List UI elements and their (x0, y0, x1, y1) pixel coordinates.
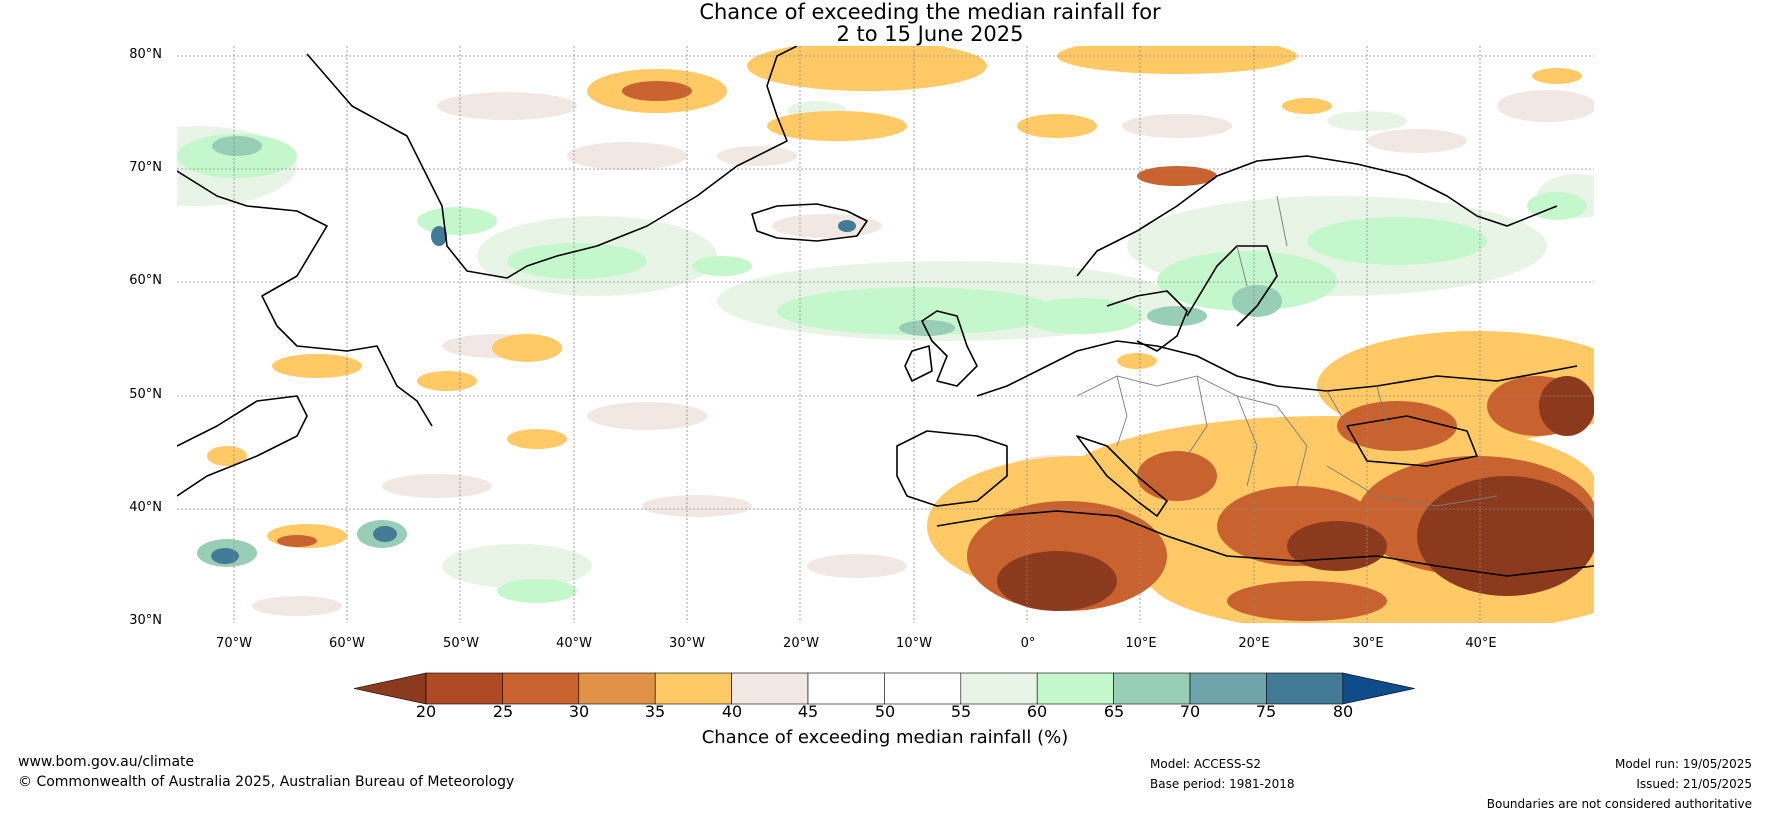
lat-label-50n: 50°N (129, 387, 162, 402)
country-borders (1076, 195, 1498, 507)
colorbar-segment (578, 672, 656, 705)
colorbar-tick-70: 70 (1179, 702, 1201, 721)
lon-label-30w: 30°W (669, 636, 705, 651)
footer-base-period: Base period: 1981-2018 (1150, 777, 1295, 791)
above-normal-strong-patches (197, 136, 1282, 567)
colorbar-segment (807, 672, 885, 705)
footer-url: www.bom.gov.au/climate (18, 754, 195, 770)
lat-label-80n: 80°N (129, 47, 162, 62)
lon-label-60w: 60°W (329, 636, 365, 651)
map-title-line2: 2 to 15 June 2025 (836, 22, 1024, 46)
colorbar-extend-low (353, 672, 427, 705)
above-normal-very-strong-spots (211, 220, 856, 564)
lon-label-20w: 20°W (783, 636, 819, 651)
colorbar-tick-25: 25 (492, 702, 514, 721)
colorbar-segment (731, 672, 809, 705)
graticule (177, 46, 1594, 623)
colorbar-extend-high (1342, 672, 1415, 705)
lon-label-40w: 40°W (556, 636, 592, 651)
colorbar-segment (1036, 672, 1114, 705)
colorbar-segment (654, 672, 732, 705)
colorbar-tick-75: 75 (1255, 702, 1277, 721)
footer-disclaimer: Boundaries are not considered authoritat… (1486, 797, 1752, 811)
colorbar-tick-30: 30 (568, 702, 590, 721)
above-normal-patches (177, 134, 1587, 603)
footer-model: Model: ACCESS-S2 (1150, 757, 1262, 771)
lon-label-70w: 70°W (216, 636, 252, 651)
colorbar-segment (1189, 672, 1267, 705)
lon-label-40e: 40°E (1465, 636, 1497, 651)
lon-label-10w: 10°W (896, 636, 932, 651)
lon-label-0: 0° (1020, 636, 1036, 651)
lat-label-70n: 70°N (129, 160, 162, 175)
colorbar (353, 672, 1415, 705)
lat-label-40n: 40°N (129, 500, 162, 515)
colorbar-tick-55: 55 (950, 702, 972, 721)
colorbar-label: Chance of exceeding median rainfall (%) (701, 727, 1069, 748)
lon-label-20e: 20°E (1238, 636, 1270, 651)
lat-label-60n: 60°N (129, 273, 162, 288)
lon-label-30e: 30°E (1352, 636, 1384, 651)
footer-model-run: Model run: 19/05/2025 (1614, 757, 1752, 771)
colorbar-tick-50: 50 (874, 702, 896, 721)
colorbar-tick-40: 40 (721, 702, 743, 721)
map-title-line1: Chance of exceeding the median rainfall … (699, 0, 1161, 24)
colorbar-segment (884, 672, 962, 705)
colorbar-tick-45: 45 (797, 702, 819, 721)
rainfall-map-svg (177, 46, 1594, 623)
rainfall-map (177, 46, 1594, 623)
coastlines (177, 46, 1594, 577)
colorbar-segment (1266, 672, 1344, 705)
colorbar-tick-65: 65 (1103, 702, 1125, 721)
colorbar-tick-80: 80 (1332, 702, 1354, 721)
colorbar-tick-20: 20 (415, 702, 437, 721)
colorbar-tick-60: 60 (1026, 702, 1048, 721)
colorbar-segment (960, 672, 1038, 705)
colorbar-tick-35: 35 (644, 702, 666, 721)
colorbar-segment (1113, 672, 1191, 705)
footer-issued: Issued: 21/05/2025 (1636, 777, 1752, 791)
colorbar-segment (425, 672, 503, 705)
lon-label-50w: 50°W (443, 636, 479, 651)
lon-label-10e: 10°E (1125, 636, 1157, 651)
footer-copyright: © Commonwealth of Australia 2025, Austra… (18, 774, 515, 790)
lat-label-30n: 30°N (129, 613, 162, 628)
colorbar-segment (502, 672, 580, 705)
